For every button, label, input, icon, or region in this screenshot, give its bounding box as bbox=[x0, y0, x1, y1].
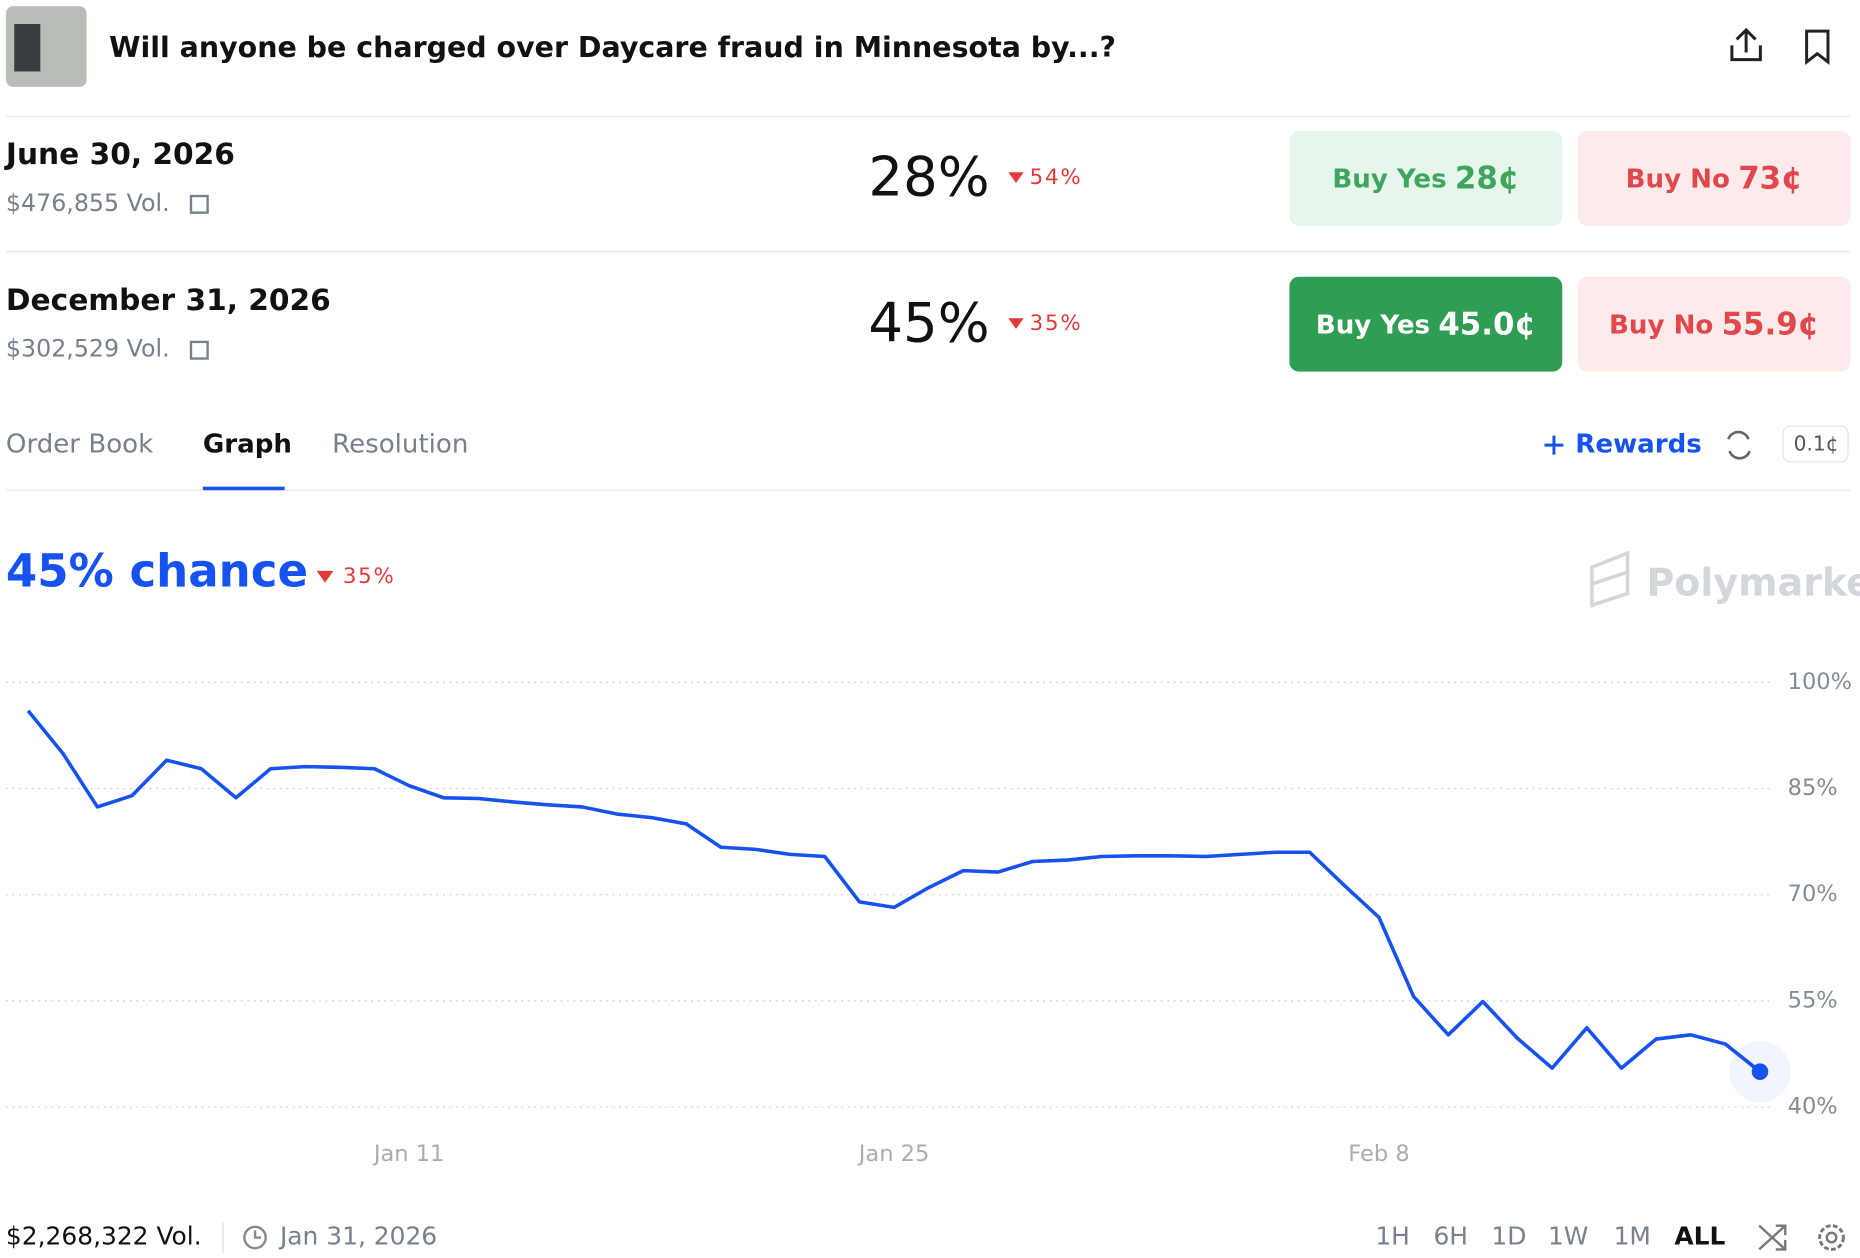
tab[interactable]: Resolution bbox=[332, 430, 468, 460]
clock-icon bbox=[243, 1225, 267, 1250]
plus-icon bbox=[1544, 435, 1564, 455]
buy-no-text: Buy No bbox=[1626, 164, 1730, 194]
range-button[interactable]: 1W bbox=[1548, 1222, 1588, 1251]
gift-icon bbox=[189, 194, 209, 214]
tick-size: 0.1¢ bbox=[1794, 432, 1839, 456]
outcome-change: 35% bbox=[1030, 311, 1083, 336]
shuffle-icon[interactable] bbox=[1758, 1224, 1787, 1251]
outcome-chance: 28% bbox=[868, 145, 989, 209]
y-tick-label: 55% bbox=[1788, 987, 1838, 1013]
chart-headline: 45% chance bbox=[6, 544, 308, 597]
x-tick-label: Jan 11 bbox=[372, 1141, 445, 1167]
no-price: 73¢ bbox=[1738, 160, 1802, 196]
thumbnail-detail bbox=[14, 24, 41, 72]
down-arrow bbox=[1008, 172, 1024, 183]
buy-yes-label: Buy Yes 45.0¢ bbox=[1316, 306, 1536, 342]
market-title: Will anyone be charged over Daycare frau… bbox=[109, 31, 1116, 64]
bookmark-icon[interactable] bbox=[1805, 29, 1830, 66]
yes-price: 45.0¢ bbox=[1438, 306, 1536, 342]
range-button[interactable]: 1M bbox=[1614, 1222, 1651, 1251]
range-button[interactable]: 1D bbox=[1491, 1222, 1526, 1251]
buy-no-label: Buy No 55.9¢ bbox=[1609, 306, 1819, 342]
clock-hands bbox=[253, 1230, 261, 1239]
buy-no-button[interactable] bbox=[1577, 276, 1851, 372]
outcome-date: December 31, 2026 bbox=[6, 282, 331, 317]
buy-no-text: Buy No bbox=[1609, 310, 1713, 340]
y-tick-label: 100% bbox=[1788, 669, 1852, 695]
rewards-link[interactable]: Rewards bbox=[1575, 430, 1702, 460]
end-date: Jan 31, 2026 bbox=[278, 1222, 437, 1251]
buy-yes-text: Buy Yes bbox=[1332, 164, 1446, 194]
y-tick-label: 85% bbox=[1788, 775, 1838, 801]
outcome-volume: $476,855 Vol. bbox=[6, 189, 170, 217]
x-tick-label: Feb 8 bbox=[1348, 1141, 1409, 1167]
outcome-chance: 45% bbox=[868, 291, 989, 355]
tick-size-box[interactable] bbox=[1782, 425, 1849, 463]
watermark-logo bbox=[1590, 550, 1630, 608]
watermark: Polymarket bbox=[1646, 561, 1860, 605]
gift-icon bbox=[189, 340, 209, 360]
range-button[interactable]: 6H bbox=[1433, 1222, 1468, 1251]
y-tick-label: 70% bbox=[1788, 881, 1838, 907]
end-dot bbox=[1751, 1063, 1769, 1080]
refresh-icon[interactable] bbox=[1727, 430, 1751, 460]
y-tick-label: 40% bbox=[1788, 1094, 1838, 1120]
buy-yes-text: Buy Yes bbox=[1316, 310, 1430, 340]
buy-yes-label: Buy Yes 28¢ bbox=[1332, 160, 1519, 196]
tab-active[interactable]: Graph bbox=[203, 430, 292, 460]
no-price: 55.9¢ bbox=[1722, 306, 1820, 342]
down-arrow bbox=[316, 570, 334, 583]
down-arrow bbox=[1008, 318, 1024, 329]
range-button[interactable]: ALL bbox=[1674, 1222, 1725, 1251]
tab[interactable]: Order Book bbox=[6, 430, 154, 460]
outcome-volume: $302,529 Vol. bbox=[6, 335, 170, 363]
yes-price: 28¢ bbox=[1455, 160, 1519, 196]
price-line bbox=[26, 709, 1762, 1074]
chart-change: 35% bbox=[343, 564, 396, 589]
total-volume: $2,268,322 Vol. bbox=[6, 1222, 202, 1251]
settings-icon[interactable] bbox=[1818, 1224, 1845, 1251]
outcome-change: 54% bbox=[1030, 165, 1083, 190]
buy-no-button[interactable] bbox=[1577, 130, 1851, 226]
tab-underline bbox=[202, 486, 285, 491]
buy-no-label: Buy No 73¢ bbox=[1626, 160, 1803, 196]
x-tick-label: Jan 25 bbox=[857, 1141, 930, 1167]
share-icon[interactable] bbox=[1730, 27, 1762, 62]
buy-yes-button[interactable] bbox=[1289, 276, 1563, 372]
range-button[interactable]: 1H bbox=[1375, 1222, 1410, 1251]
buy-yes-button[interactable] bbox=[1289, 130, 1563, 226]
outcome-date: June 30, 2026 bbox=[4, 136, 235, 171]
settings-center bbox=[1825, 1231, 1838, 1244]
